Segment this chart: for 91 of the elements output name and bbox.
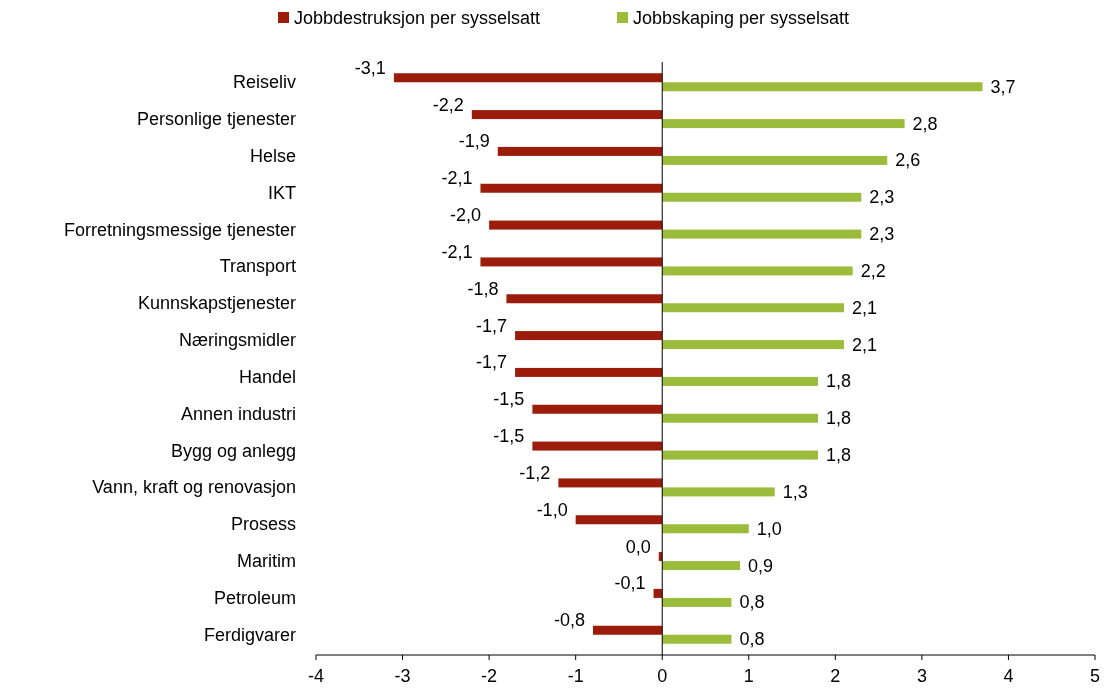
bar <box>662 192 862 202</box>
y-tick-label: Ferdigvarer <box>203 624 296 645</box>
data-label: -0,8 <box>553 610 585 631</box>
data-label: -3,1 <box>354 57 386 78</box>
bar <box>558 478 663 488</box>
bar <box>506 294 663 304</box>
data-label: 2,1 <box>851 297 878 318</box>
bar <box>515 367 663 377</box>
data-label: -1,8 <box>467 278 499 299</box>
bar <box>662 82 983 92</box>
y-tick-label: Annen industri <box>180 403 296 424</box>
data-label: 2,6 <box>895 150 921 171</box>
data-label: 2,8 <box>912 113 938 134</box>
x-tick-label: 2 <box>830 666 841 686</box>
data-label: -1,2 <box>519 462 551 483</box>
data-label: -2,1 <box>441 241 473 262</box>
data-label: 0,0 <box>625 536 651 557</box>
bar <box>532 404 663 414</box>
bar <box>662 340 844 350</box>
data-label: 3,7 <box>990 76 1016 97</box>
legend-label: Jobbdestruksjon per sysselsatt <box>294 8 541 28</box>
data-label: -0,1 <box>614 573 646 594</box>
data-label: 0,8 <box>739 629 765 650</box>
data-label: 2,2 <box>860 260 886 281</box>
x-tick-label: -1 <box>567 666 584 686</box>
bar <box>662 229 862 239</box>
y-tick-label: Vann, kraft og renovasjon <box>92 477 296 498</box>
bar <box>393 73 663 83</box>
data-label: 1,3 <box>782 481 808 502</box>
bar <box>662 524 749 534</box>
bar <box>471 110 663 120</box>
bar <box>662 266 853 276</box>
y-tick-label: Næringsmidler <box>178 330 296 351</box>
bar <box>662 634 732 644</box>
data-label: 1,8 <box>826 408 852 429</box>
bar <box>662 119 905 129</box>
x-tick-label: 5 <box>1089 666 1101 686</box>
data-label: -1,0 <box>536 499 568 520</box>
bar <box>662 561 741 571</box>
bar <box>662 155 888 165</box>
bar <box>489 220 663 230</box>
bar <box>592 625 663 635</box>
bar <box>662 303 844 313</box>
data-label: -1,5 <box>493 426 525 447</box>
y-tick-label: Personlige tjenester <box>136 109 296 130</box>
data-label: 1,8 <box>826 445 852 466</box>
data-label: -2,1 <box>441 168 473 189</box>
bar <box>532 441 663 451</box>
bar <box>662 487 775 497</box>
y-tick-label: Prosess <box>230 514 296 535</box>
bar <box>662 450 819 460</box>
data-label: -1,9 <box>458 131 490 152</box>
data-label: 2,3 <box>869 224 895 245</box>
data-label: 1,0 <box>756 518 782 539</box>
bar <box>575 515 663 525</box>
bar <box>480 183 663 193</box>
bar <box>653 588 663 598</box>
x-tick-label: 4 <box>1003 666 1014 686</box>
bar <box>497 146 663 156</box>
data-label: 0,9 <box>748 555 774 576</box>
data-label: 0,8 <box>739 592 765 613</box>
x-tick-label: -2 <box>481 666 498 686</box>
data-label: -1,5 <box>493 389 525 410</box>
y-tick-label: Petroleum <box>213 587 296 608</box>
x-tick-label: 1 <box>743 666 754 686</box>
bar <box>662 597 732 607</box>
data-label: -2,2 <box>432 94 464 115</box>
y-tick-label: IKT <box>267 182 296 203</box>
x-tick-label: -4 <box>307 666 325 686</box>
x-tick-label: 0 <box>657 666 668 686</box>
y-tick-label: Handel <box>238 366 296 387</box>
bar <box>662 376 819 386</box>
y-tick-label: Helse <box>249 145 296 166</box>
y-tick-label: Maritim <box>237 551 296 572</box>
y-tick-label: Reiseliv <box>232 72 296 93</box>
data-label: 1,8 <box>826 371 852 392</box>
y-tick-label: Bygg og anlegg <box>170 440 296 461</box>
bar <box>662 413 819 423</box>
data-label: 2,1 <box>851 334 878 355</box>
data-label: 2,3 <box>869 187 895 208</box>
y-tick-label: Kunnskapstjenester <box>137 293 296 314</box>
y-tick-label: Forretningsmessige tjenester <box>63 219 296 240</box>
x-tick-label: 3 <box>916 666 927 686</box>
x-tick-label: -3 <box>394 666 411 686</box>
data-label: -1,7 <box>476 315 508 336</box>
y-tick-label: Transport <box>219 256 296 277</box>
bar <box>480 257 663 267</box>
bar <box>515 331 663 341</box>
data-label: -1,7 <box>476 352 508 373</box>
legend-label: Jobbskaping per sysselsatt <box>633 8 850 28</box>
data-label: -2,0 <box>450 205 482 226</box>
